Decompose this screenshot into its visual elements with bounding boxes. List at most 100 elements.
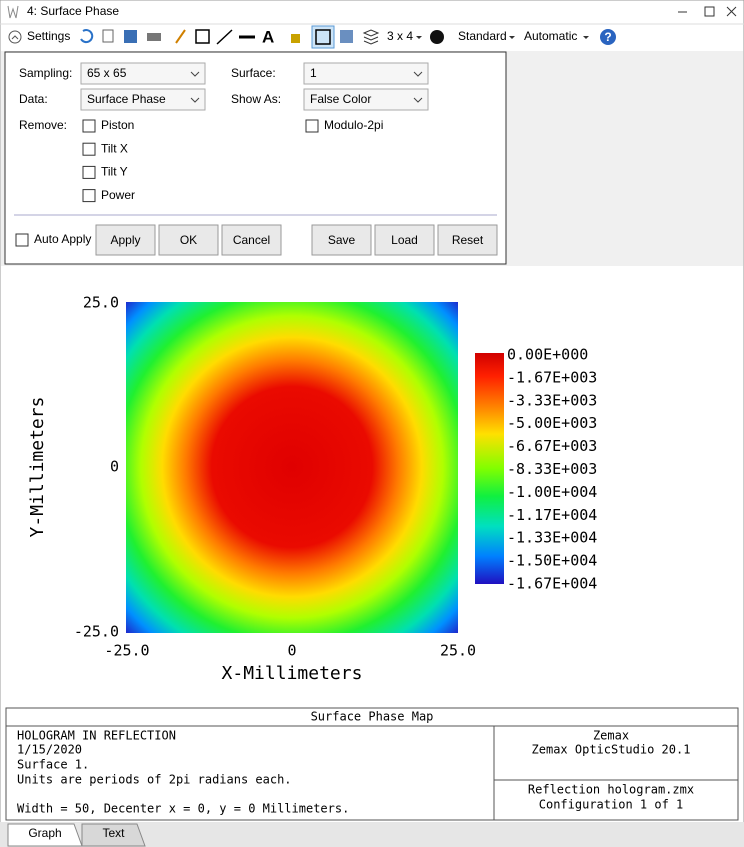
label: Sampling: (19, 66, 72, 80)
settings-toggle[interactable] (8, 30, 22, 44)
checkbox-label: Power (101, 188, 135, 202)
arrow (190, 71, 200, 77)
standard-dropdown[interactable]: Standard (458, 29, 507, 43)
rotate[interactable] (430, 30, 444, 44)
arrow-tool[interactable] (216, 29, 233, 45)
checkbox[interactable] (82, 119, 96, 133)
close[interactable] (726, 6, 737, 17)
dropdown[interactable] (80, 88, 206, 111)
footer-text: Zemax (593, 729, 629, 743)
tab-label: Graph (28, 826, 61, 840)
footer-text: Reflection hologram.zmx (528, 783, 694, 797)
dropdown[interactable] (80, 62, 206, 85)
layout-dropdown[interactable]: 3 x 4 (387, 29, 413, 43)
dropdown[interactable] (303, 62, 429, 85)
label: Data: (19, 92, 48, 106)
button-label: OK (180, 233, 197, 247)
colorbar-label: -3.33E+003 (507, 391, 597, 409)
dropdown-value: Surface Phase (87, 92, 166, 106)
help[interactable] (600, 29, 616, 45)
footer-text: 1/15/2020 (17, 743, 82, 757)
colorbar-label: -1.67E+003 (507, 368, 597, 386)
refresh[interactable] (80, 29, 94, 44)
colorbar-label: -1.33E+004 (507, 529, 597, 547)
grid-icon (315, 29, 331, 45)
arrow (509, 36, 515, 39)
window-icon[interactable] (340, 30, 353, 43)
help-icon: ? (604, 30, 611, 44)
colorbar-label: -1.17E+004 (507, 506, 597, 524)
save[interactable] (124, 30, 137, 43)
button-label: Load (391, 233, 418, 247)
automatic-dropdown[interactable]: Automatic (524, 29, 577, 43)
copy[interactable] (102, 29, 114, 43)
y-tick-label: 0 (110, 458, 119, 476)
footer-title: Surface Phase Map (311, 710, 434, 724)
settings-button[interactable]: Settings (27, 29, 70, 43)
print[interactable] (147, 33, 161, 41)
button[interactable] (311, 224, 372, 256)
arrow (413, 71, 423, 77)
checkbox-label: Tilt X (101, 141, 128, 155)
checkbox[interactable] (305, 119, 319, 133)
button[interactable] (437, 224, 498, 256)
maximize[interactable] (704, 6, 715, 17)
button-label: Reset (452, 233, 484, 247)
window-title: 4: Surface Phase (27, 4, 119, 18)
x-tick-label: -25.0 (104, 642, 149, 660)
app-icon (7, 5, 19, 19)
footer-text: Units are periods of 2pi radians each. (17, 773, 292, 787)
colorbar-label: -1.50E+004 (507, 552, 597, 570)
y-tick-label: 25.0 (83, 294, 119, 312)
checkbox-label: Modulo-2pi (324, 118, 383, 132)
layout-selected[interactable] (311, 25, 335, 49)
footer-text: Surface 1. (17, 758, 89, 772)
dropdown-value: 65 x 65 (87, 66, 127, 80)
colorbar-label: 0.00E+000 (507, 346, 588, 364)
checkbox-label: Auto Apply (34, 232, 91, 246)
button-label: Save (328, 233, 356, 247)
checkbox[interactable] (82, 165, 96, 179)
button-label: Apply (110, 233, 140, 247)
button[interactable] (221, 224, 282, 256)
y-axis-label: Y-Millimeters (27, 397, 48, 538)
button[interactable] (374, 224, 435, 256)
colorbar-label: -8.33E+003 (507, 460, 597, 478)
button-label: Cancel (233, 233, 270, 247)
arrow (416, 36, 422, 39)
rectangle-tool[interactable] (195, 29, 210, 44)
colorbar (475, 353, 504, 584)
x-tick-label: 25.0 (440, 642, 476, 660)
x-axis-label: X-Millimeters (222, 663, 363, 684)
dropdown-value: 1 (310, 66, 317, 80)
checkbox[interactable] (82, 142, 96, 156)
checkbox-label: Tilt Y (101, 165, 128, 179)
x-tick-label: 0 (287, 642, 296, 660)
phase-map (126, 302, 458, 633)
pencil[interactable] (175, 29, 186, 44)
colorbar-label: -1.67E+004 (507, 575, 597, 593)
label: Surface: (231, 66, 276, 80)
layers[interactable] (362, 29, 380, 45)
footer-text: Configuration 1 of 1 (539, 798, 684, 812)
label: Show As: (231, 92, 281, 106)
lock[interactable] (291, 34, 300, 43)
tab-label: Text (102, 826, 125, 840)
dropdown-value: False Color (310, 92, 371, 106)
button[interactable] (158, 224, 219, 256)
label: Remove: (19, 118, 67, 132)
button[interactable] (95, 224, 156, 256)
y-tick-label: -25.0 (74, 623, 119, 641)
checkbox[interactable] (15, 233, 29, 247)
colorbar-label: -1.00E+004 (507, 483, 597, 501)
text-tool[interactable]: A (262, 27, 274, 46)
colorbar-label: -6.67E+003 (507, 437, 597, 455)
checkbox[interactable] (82, 189, 96, 203)
checkbox-label: Piston (101, 118, 134, 132)
arrow (583, 36, 589, 39)
tab[interactable] (81, 823, 146, 847)
arrow (190, 97, 200, 103)
colorbar-label: -5.00E+003 (507, 414, 597, 432)
dropdown[interactable] (303, 88, 429, 111)
